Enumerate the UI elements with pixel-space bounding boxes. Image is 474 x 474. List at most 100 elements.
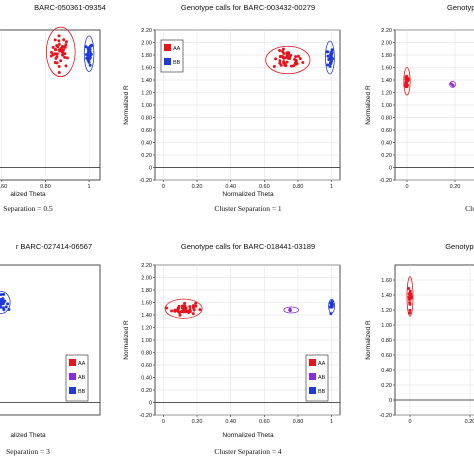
data-point <box>282 56 286 60</box>
cluster-BB <box>325 40 335 75</box>
y-tick-label: 0.40 <box>141 376 152 382</box>
panel-title: r BARC-027414-06567 <box>16 242 92 251</box>
data-point <box>330 48 334 52</box>
panel-title: Genotype calls <box>445 242 474 251</box>
x-tick-label: 0.20 <box>192 184 203 190</box>
legend-label: AA <box>318 361 326 367</box>
legend-swatch <box>309 373 316 380</box>
data-point <box>407 297 411 301</box>
cluster-AA <box>265 45 311 75</box>
data-point <box>89 53 93 57</box>
data-point <box>0 301 3 305</box>
legend-label: BB <box>318 389 326 395</box>
data-point <box>55 44 59 48</box>
cluster-BB <box>328 298 335 316</box>
x-axis-label: alized Theta <box>10 432 46 439</box>
x-tick-label: 0.80 <box>293 184 304 190</box>
y-tick-label: 0.60 <box>381 353 392 359</box>
y-axis-label: Normalized R <box>365 320 372 360</box>
data-point <box>274 57 278 61</box>
data-point <box>86 55 90 59</box>
y-tick-label: -0.20 <box>139 413 152 419</box>
data-point <box>278 61 282 65</box>
data-point <box>64 43 68 47</box>
data-point <box>4 305 8 309</box>
cluster-ellipse <box>403 67 411 96</box>
data-point <box>87 60 91 64</box>
data-point <box>6 302 10 306</box>
y-tick-label: 0.20 <box>381 383 392 389</box>
data-point <box>65 56 69 60</box>
x-tick-label: 0 <box>408 419 411 425</box>
data-point <box>64 40 68 44</box>
x-axis-label: Normalized Theta <box>222 432 274 439</box>
data-point <box>88 63 92 67</box>
data-point <box>62 38 66 42</box>
data-point <box>3 299 7 303</box>
data-point <box>293 57 297 61</box>
cluster-ellipse <box>164 298 203 319</box>
cluster-ellipse <box>265 45 311 75</box>
cluster-separation-caption: Separation = 0.5 <box>3 204 53 213</box>
data-point <box>1 306 5 310</box>
data-point <box>178 313 182 317</box>
data-point <box>55 52 59 56</box>
legend-swatch <box>69 359 76 366</box>
x-tick-label: 1 <box>330 184 333 190</box>
plot-frame <box>0 29 101 181</box>
data-point <box>64 64 68 68</box>
data-point <box>54 56 58 60</box>
legend-swatch <box>309 359 316 366</box>
data-point <box>50 50 54 54</box>
data-point <box>87 50 91 54</box>
y-tick-label: 0.20 <box>141 388 152 394</box>
data-point <box>328 64 332 68</box>
data-point <box>57 39 61 43</box>
data-point <box>326 54 330 58</box>
data-point <box>183 301 187 305</box>
data-point <box>63 55 67 59</box>
x-axis-label: alized Theta <box>10 191 46 198</box>
data-point <box>285 60 289 64</box>
data-point <box>289 53 293 57</box>
y-tick-label: 0.20 <box>141 153 152 159</box>
data-point <box>191 304 195 308</box>
x-tick-label: 0.40 <box>225 419 236 425</box>
data-point <box>288 56 292 60</box>
y-tick-label: 1.20 <box>141 326 152 332</box>
y-tick-label: -0.20 <box>379 413 392 419</box>
legend-label: BB <box>173 60 181 66</box>
data-point <box>330 299 334 303</box>
y-tick-label: 1.00 <box>381 103 392 109</box>
data-point <box>57 42 61 46</box>
data-point <box>61 52 65 56</box>
data-point <box>451 84 455 88</box>
x-tick-label: 0 <box>405 184 408 190</box>
panel-title: Genotype calls fo <box>447 3 474 12</box>
data-point <box>403 83 407 87</box>
y-tick-label: 1.80 <box>381 53 392 59</box>
y-tick-label: 2.00 <box>141 41 152 47</box>
data-point <box>281 50 285 54</box>
panel-6: -0.20 0 0.20 0.40 0.60 0.80 1.00 1.20 1.40 1.60 0 0… <box>379 264 474 425</box>
data-point <box>187 310 191 314</box>
cluster-AA <box>164 298 203 319</box>
legend-label: AB <box>78 375 86 381</box>
y-tick-label: 1.40 <box>381 78 392 84</box>
cluster-AB <box>283 306 300 314</box>
data-point <box>53 61 57 65</box>
y-tick-label: 0.60 <box>141 128 152 134</box>
x-tick-label: 0.20 <box>450 184 461 190</box>
y-tick-label: 1.00 <box>141 103 152 109</box>
x-tick-label: 0.80 <box>40 184 51 190</box>
data-point <box>88 44 92 48</box>
cluster-ellipse <box>0 291 11 314</box>
data-point <box>191 306 195 310</box>
cluster-ellipse <box>45 26 76 78</box>
cluster-separation-caption: Cluster Separation = 1 <box>214 204 282 213</box>
data-point <box>165 306 169 310</box>
data-point <box>329 59 333 63</box>
data-point <box>294 55 298 59</box>
y-axis-label: Normalized R <box>123 85 130 125</box>
